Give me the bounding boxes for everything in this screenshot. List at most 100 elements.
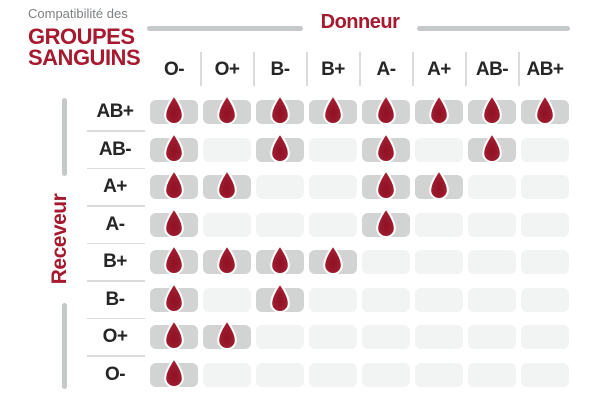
column-divider bbox=[199, 52, 202, 86]
row-divider bbox=[87, 355, 145, 357]
blood-drop-icon bbox=[376, 169, 396, 200]
receiver-row-label-A-: A- bbox=[105, 213, 125, 235]
cell-AB+-B+ bbox=[309, 94, 357, 125]
cell-AB+-B- bbox=[256, 94, 304, 125]
cell-A--B+ bbox=[309, 212, 357, 237]
cell-A+-AB+ bbox=[521, 175, 569, 199]
cell-AB--O- bbox=[150, 132, 198, 163]
blood-drop-icon bbox=[164, 132, 184, 163]
cell-O--AB+ bbox=[521, 362, 569, 387]
blood-drop-icon bbox=[323, 94, 343, 125]
donor-column-label-A+: A+ bbox=[427, 59, 451, 80]
cell-A--A- bbox=[362, 207, 410, 238]
blood-drop-icon bbox=[164, 319, 184, 350]
cell-A+-AB- bbox=[468, 175, 516, 199]
cell-A+-A+ bbox=[415, 169, 463, 200]
cell-B+-O- bbox=[150, 244, 198, 275]
receiver-row-label-A+: A+ bbox=[103, 176, 127, 197]
receiver-row-label-O+: O+ bbox=[102, 326, 128, 347]
row-divider bbox=[87, 205, 145, 207]
cell-O+-A- bbox=[362, 325, 410, 349]
cell-B--B+ bbox=[309, 287, 357, 312]
cell-AB--AB- bbox=[468, 132, 516, 163]
cell-O+-O- bbox=[150, 319, 198, 350]
cell-A--O- bbox=[150, 207, 198, 238]
cell-AB+-A+ bbox=[415, 94, 463, 125]
donor-column-label-O+: O+ bbox=[214, 59, 240, 80]
blood-drop-icon bbox=[217, 169, 237, 200]
donor-axis-line-left bbox=[147, 26, 303, 31]
blood-drop-icon bbox=[376, 132, 396, 163]
cell-AB--A- bbox=[362, 132, 410, 163]
receiver-axis-line-top bbox=[62, 98, 67, 176]
donor-column-label-B-: B- bbox=[270, 59, 290, 80]
row-divider bbox=[87, 280, 145, 282]
chart-title-line-groupes: GROUPES bbox=[28, 24, 135, 49]
row-divider bbox=[87, 242, 145, 244]
receiver-row-label-B-: B- bbox=[105, 288, 125, 310]
cell-AB+-AB- bbox=[468, 94, 516, 125]
column-divider bbox=[517, 52, 520, 86]
cell-A--A+ bbox=[415, 212, 463, 237]
cell-AB--O+ bbox=[203, 137, 251, 162]
cell-A--AB+ bbox=[521, 212, 569, 237]
blood-drop-icon bbox=[482, 132, 502, 163]
cell-B--A- bbox=[362, 287, 410, 312]
chart-title-line-sanguins: SANGUINS bbox=[28, 45, 141, 70]
blood-drop-icon bbox=[270, 244, 290, 275]
cell-B+-B+ bbox=[309, 244, 357, 275]
blood-drop-icon bbox=[429, 94, 449, 125]
blood-drop-icon bbox=[270, 94, 290, 125]
cell-A+-B+ bbox=[309, 175, 357, 199]
donor-column-label-AB-: AB- bbox=[475, 59, 509, 80]
cell-O+-AB+ bbox=[521, 325, 569, 349]
cell-O+-B+ bbox=[309, 325, 357, 349]
chart-title: Compatibilité des GROUPES SANGUINS bbox=[28, 6, 141, 70]
cell-A+-B- bbox=[256, 175, 304, 199]
cell-B--O- bbox=[150, 282, 198, 313]
blood-drop-icon bbox=[482, 94, 502, 125]
cell-A+-A- bbox=[362, 169, 410, 200]
blood-drop-icon bbox=[164, 94, 184, 125]
cell-B--O+ bbox=[203, 287, 251, 312]
cell-AB--B- bbox=[256, 132, 304, 163]
column-divider bbox=[358, 52, 361, 86]
row-divider bbox=[87, 317, 145, 319]
donor-column-label-AB+: AB+ bbox=[526, 59, 564, 80]
cell-A--O+ bbox=[203, 212, 251, 237]
blood-drop-icon bbox=[429, 169, 449, 200]
cell-B--AB- bbox=[468, 287, 516, 312]
cell-O--B+ bbox=[309, 362, 357, 387]
receiver-row-label-O-: O- bbox=[104, 363, 126, 385]
cell-AB--A+ bbox=[415, 137, 463, 162]
cell-O--A+ bbox=[415, 362, 463, 387]
cell-O+-A+ bbox=[415, 325, 463, 349]
cell-AB--AB+ bbox=[521, 137, 569, 162]
cell-O--O+ bbox=[203, 362, 251, 387]
blood-drop-icon bbox=[217, 244, 237, 275]
chart-title-subtext: Compatibilité des bbox=[28, 6, 128, 21]
donor-column-label-O-: O- bbox=[163, 59, 185, 80]
cell-B+-AB+ bbox=[521, 250, 569, 274]
receiver-row-label-B+: B+ bbox=[103, 251, 127, 272]
blood-drop-icon bbox=[270, 282, 290, 313]
blood-drop-icon bbox=[376, 94, 396, 125]
donor-column-label-B+: B+ bbox=[321, 59, 345, 80]
blood-drop-icon bbox=[164, 282, 184, 313]
cell-O+-O+ bbox=[203, 319, 251, 350]
cell-B+-AB- bbox=[468, 250, 516, 274]
cell-AB+-AB+ bbox=[521, 94, 569, 125]
cell-B--AB+ bbox=[521, 287, 569, 312]
cell-O+-B- bbox=[256, 325, 304, 349]
cell-B--B- bbox=[256, 282, 304, 313]
blood-drop-icon bbox=[217, 94, 237, 125]
blood-drop-icon bbox=[164, 357, 184, 388]
column-divider bbox=[305, 52, 308, 86]
cell-A--B- bbox=[256, 212, 304, 237]
cell-AB+-O- bbox=[150, 94, 198, 125]
blood-drop-icon bbox=[164, 207, 184, 238]
row-divider bbox=[87, 130, 145, 132]
cell-O--A- bbox=[362, 362, 410, 387]
cell-B+-A- bbox=[362, 250, 410, 274]
